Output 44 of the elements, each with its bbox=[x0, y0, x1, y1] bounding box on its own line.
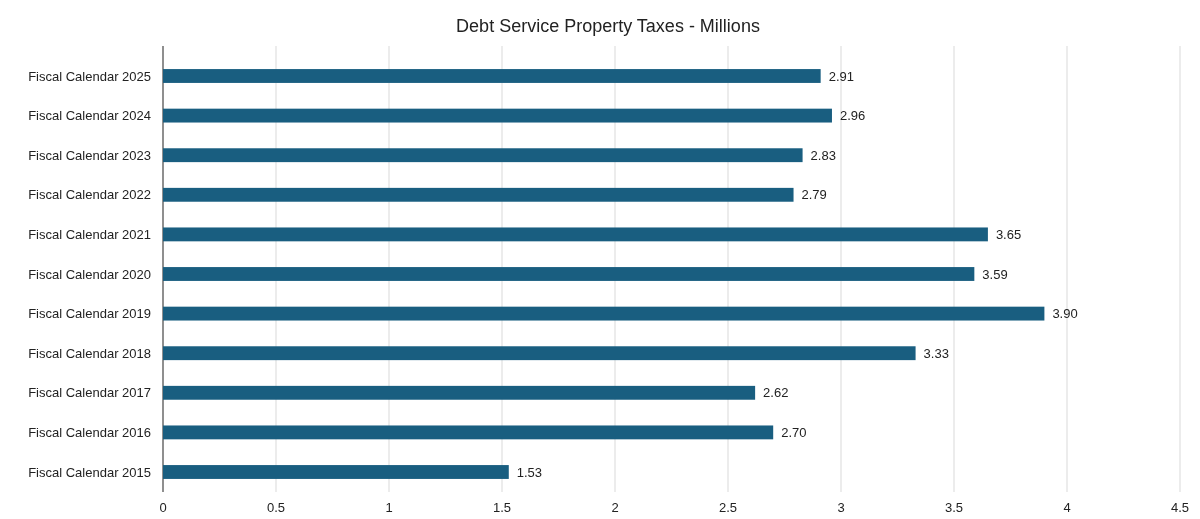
data-label: 3.90 bbox=[1052, 306, 1078, 322]
bar bbox=[163, 465, 509, 479]
y-tick-label: Fiscal Calendar 2024 bbox=[28, 108, 151, 124]
bar bbox=[163, 306, 1045, 321]
x-tick-label: 4.5 bbox=[1170, 500, 1190, 515]
data-label: 2.62 bbox=[763, 385, 789, 401]
x-tick-label: 0.5 bbox=[266, 500, 286, 515]
data-label: 3.65 bbox=[995, 226, 1022, 242]
bar bbox=[163, 227, 988, 242]
x-tick-label: 2.5 bbox=[718, 500, 738, 515]
bar bbox=[163, 425, 774, 440]
data-label: 3.59 bbox=[982, 266, 1008, 282]
data-label: 2.96 bbox=[839, 108, 866, 124]
bar bbox=[163, 385, 756, 400]
y-tick-label: Fiscal Calendar 2016 bbox=[28, 424, 151, 440]
x-tick-label: 3.5 bbox=[944, 500, 964, 515]
y-tick-label: Fiscal Calendar 2023 bbox=[28, 147, 151, 163]
x-tick-label: 1.5 bbox=[492, 500, 512, 515]
data-label: 3.33 bbox=[923, 345, 949, 361]
y-tick-label: Fiscal Calendar 2019 bbox=[28, 306, 151, 322]
y-tick-label: Fiscal Calendar 2018 bbox=[28, 345, 151, 361]
x-tick-label: 4 bbox=[1063, 500, 1071, 515]
x-tick-label: 0 bbox=[159, 500, 167, 515]
data-label: 1.53 bbox=[516, 464, 543, 480]
bar bbox=[163, 267, 975, 281]
bar bbox=[163, 148, 803, 163]
data-label: 2.79 bbox=[801, 187, 827, 203]
data-label: 2.83 bbox=[810, 147, 836, 163]
data-label: 2.91 bbox=[828, 68, 854, 84]
y-tick-label: Fiscal Calendar 2017 bbox=[28, 385, 151, 401]
x-tick-label: 2 bbox=[611, 500, 619, 515]
bar bbox=[163, 346, 916, 361]
chart-title: Debt Service Property Taxes - Millions bbox=[456, 16, 760, 36]
y-tick-label: Fiscal Calendar 2020 bbox=[28, 266, 151, 282]
data-label: 2.70 bbox=[781, 424, 807, 440]
x-tick-label: 1 bbox=[385, 500, 393, 515]
y-tick-label: Fiscal Calendar 2022 bbox=[28, 187, 151, 203]
bar bbox=[163, 187, 794, 202]
y-tick-label: Fiscal Calendar 2021 bbox=[28, 226, 151, 242]
bar bbox=[163, 108, 832, 123]
x-tick-label: 3 bbox=[837, 500, 845, 515]
bar bbox=[163, 69, 821, 83]
y-tick-label: Fiscal Calendar 2015 bbox=[28, 464, 151, 480]
y-tick-label: Fiscal Calendar 2025 bbox=[28, 68, 151, 84]
